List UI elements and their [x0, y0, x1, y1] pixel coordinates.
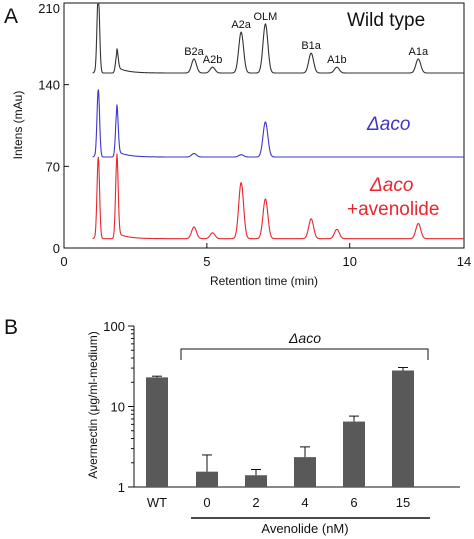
bar-6: [343, 421, 365, 487]
bar-y-axis-label: Avermectin (μg/ml-medium): [86, 331, 100, 478]
bar-category-label: 6: [350, 495, 357, 510]
y-tick-label: 210: [38, 1, 60, 16]
trace-1: [92, 89, 464, 158]
chromatogram-ticks: 0 5 10 14 210 140 70 0: [38, 1, 471, 269]
bar-ticks: 100 10 1: [103, 319, 134, 495]
trace-2: [92, 153, 464, 240]
bar-15: [392, 370, 414, 487]
x-tick-label: 10: [342, 254, 356, 269]
legend-aco-avenolide-line2: +avenolide: [347, 199, 439, 220]
bar-category-label: 4: [301, 495, 308, 510]
bar-x-axis-label: Avenolide (nM): [261, 521, 348, 536]
peak-label: A1a: [408, 46, 428, 58]
y-tick-label: 0: [53, 241, 60, 256]
bar-chart-panel: Avermectin (μg/ml-medium) Avenolide (nM)…: [86, 319, 460, 536]
peak-label: A1b: [327, 54, 347, 66]
peak-label: OLM: [254, 11, 278, 23]
bars: [146, 367, 414, 487]
peak-label: A2a: [231, 19, 251, 31]
chromatogram-traces: [92, 3, 464, 240]
legend-aco: Δaco: [366, 114, 410, 135]
bar-category-label: WT: [147, 495, 167, 510]
x-tick-label: 14: [457, 254, 471, 269]
bar-category-label: 15: [396, 495, 410, 510]
peak-label: B1a: [301, 40, 321, 52]
legend-wild-type: Wild type: [347, 10, 425, 31]
bar-category-label: 0: [203, 495, 210, 510]
bar-category-label: 2: [252, 495, 259, 510]
bar-2: [245, 475, 267, 487]
bar-y-tick-label: 10: [111, 400, 125, 415]
chromatogram-x-axis-label: Retention time (min): [210, 274, 318, 288]
bar-y-tick-label: 1: [118, 480, 125, 495]
chromatogram-y-axis-label: Intens (mAu): [11, 91, 25, 160]
bar-category-labels: WT 0 2 4 6 15: [147, 495, 410, 510]
panel-label-b: B: [4, 316, 18, 339]
aco-bracket: [180, 348, 429, 360]
bar-y-tick-label: 100: [103, 319, 125, 334]
panel-label-a: A: [4, 5, 18, 28]
x-tick-label: 0: [60, 254, 67, 269]
x-tick-label: 5: [203, 254, 210, 269]
aco-bracket-label: Δaco: [288, 330, 321, 346]
y-tick-label: 70: [46, 159, 60, 174]
peak-label: B2a: [184, 46, 204, 58]
peak-label: A2b: [203, 54, 223, 66]
trace-0: [92, 3, 464, 74]
bar-0: [196, 471, 218, 487]
legend-aco-avenolide-line1: Δaco: [369, 175, 413, 196]
bar-WT: [146, 377, 168, 487]
chromatogram-panel: Intens (mAu) Retention time (min) 0 5 10 14…: [11, 1, 471, 288]
bar-4: [294, 457, 316, 487]
y-tick-label: 140: [38, 78, 60, 93]
chromatogram-plot-frame: [63, 2, 465, 249]
